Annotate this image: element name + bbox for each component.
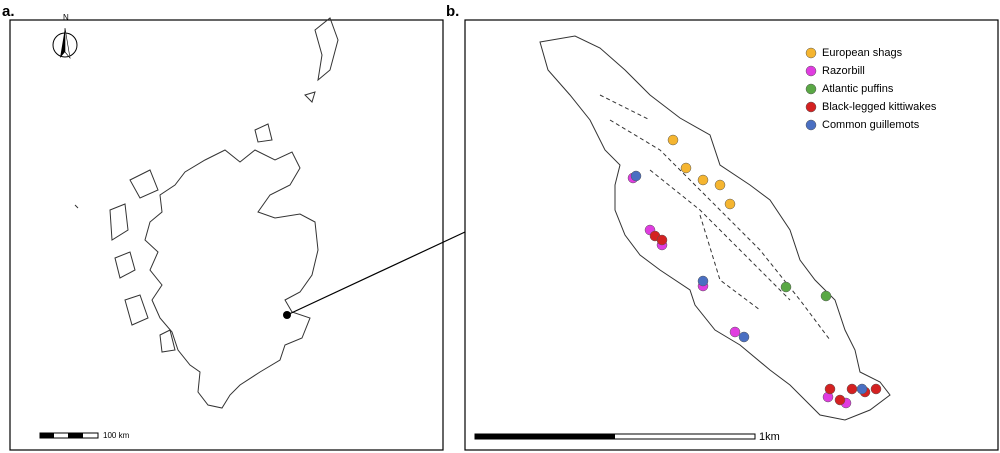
colony-dot [697, 275, 709, 287]
island-outline [74, 17, 339, 353]
legend-swatch [805, 101, 817, 113]
legend-label: Black-legged kittiwakes [822, 101, 937, 113]
legend-swatch [805, 47, 817, 59]
location-dot [283, 311, 291, 319]
legend-swatch [805, 65, 817, 77]
scale-label: 100 km [103, 431, 130, 440]
panel-label: a. [2, 3, 15, 20]
legend-swatch [805, 83, 817, 95]
island-outline [539, 35, 891, 421]
colony-dot [680, 162, 692, 174]
path-line [599, 94, 831, 341]
colony-dot [824, 383, 836, 395]
legend-label: Atlantic puffins [822, 83, 894, 95]
colony-dot [729, 326, 741, 338]
colony-dot [630, 170, 642, 182]
colony-dot [820, 290, 832, 302]
scale-bar [474, 433, 756, 440]
legend: European shags Razorbill Atlantic puffins B… [805, 47, 937, 131]
legend-label: Common guillemots [822, 119, 920, 131]
colony-dot [724, 198, 736, 210]
legend-label: Razorbill [822, 65, 865, 77]
panel-b-frame [464, 19, 999, 451]
colonies [627, 134, 882, 409]
colony-dot [856, 383, 868, 395]
mainland-outline [144, 149, 319, 409]
legend-label: European shags [822, 47, 903, 59]
colony-dot [667, 134, 679, 146]
colony-dot [656, 234, 668, 246]
panel-label: b. [446, 3, 459, 20]
colony-dot [846, 383, 858, 395]
colony-dot [738, 331, 750, 343]
scale-label: 1km [759, 431, 780, 443]
scale-bar [39, 432, 99, 439]
colony-dot [834, 394, 846, 406]
north-label: N [63, 13, 69, 22]
colony-dot [714, 179, 726, 191]
colony-dot [870, 383, 882, 395]
north-arrow [52, 27, 78, 60]
panel-a-frame [9, 19, 444, 451]
colony-dot [780, 281, 792, 293]
colony-dot [697, 174, 709, 186]
connector [286, 231, 466, 316]
legend-swatch [805, 119, 817, 131]
